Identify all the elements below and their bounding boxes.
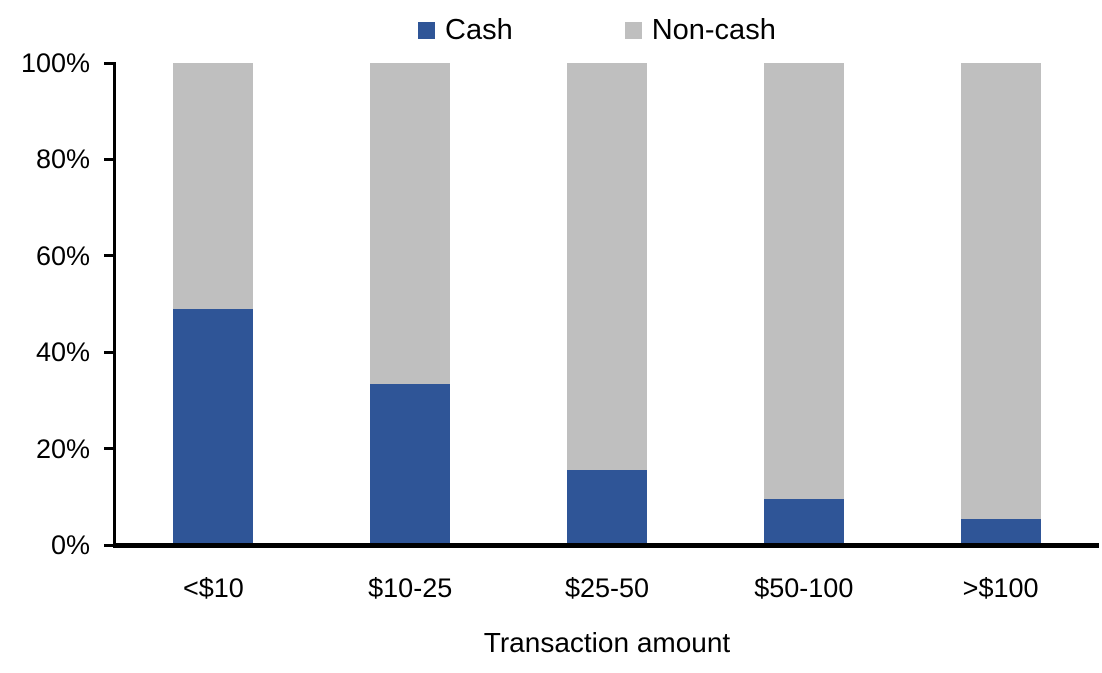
y-axis-tick xyxy=(104,254,115,258)
non-cash-legend-swatch-icon xyxy=(624,21,642,39)
x-axis-title: Transaction amount xyxy=(483,627,731,658)
y-axis-tick-label: 60% xyxy=(35,240,90,271)
x-axis-category-label: >$100 xyxy=(962,573,1039,603)
bar-segment-non-cash xyxy=(370,63,451,384)
y-axis-tick xyxy=(104,447,115,451)
bar-segment-cash xyxy=(763,499,844,545)
bar-group xyxy=(370,63,451,545)
bar-segment-non-cash xyxy=(567,63,647,471)
plot-area xyxy=(115,63,1099,545)
y-axis-tick xyxy=(104,543,115,547)
bar-segment-non-cash xyxy=(763,63,844,500)
legend-label-non-cash: Non-cash xyxy=(651,14,776,46)
y-axis-tick-label: 20% xyxy=(35,433,90,464)
legend-label-cash: Cash xyxy=(445,14,513,46)
legend-item-cash: Cash xyxy=(418,13,513,47)
y-axis-tick xyxy=(104,61,115,65)
x-axis-category-label: <$10 xyxy=(182,573,244,603)
y-axis-tick xyxy=(104,157,115,161)
bar-group xyxy=(173,63,254,545)
y-axis-tick-label: 40% xyxy=(35,337,90,368)
y-axis-tick-label: 80% xyxy=(35,144,90,175)
x-axis-category-label: $50-100 xyxy=(754,573,854,603)
legend: Cash Non-cash xyxy=(418,13,776,47)
bar-group xyxy=(567,63,647,545)
bar-group xyxy=(763,63,844,545)
x-axis-category-label: $10-25 xyxy=(368,573,453,603)
bar-segment-non-cash xyxy=(173,63,254,309)
x-axis-category-label: $25-50 xyxy=(564,573,650,603)
bar-group xyxy=(960,63,1041,545)
bar-segment-cash xyxy=(370,383,451,545)
bar-segment-non-cash xyxy=(960,63,1041,519)
bar-segment-cash xyxy=(960,518,1041,545)
cash-legend-swatch-icon xyxy=(418,21,435,39)
bar-segment-cash xyxy=(173,308,254,545)
x-axis-line xyxy=(113,543,1099,548)
y-axis-line xyxy=(113,62,116,546)
y-axis-tick xyxy=(104,350,115,354)
legend-item-non-cash: Non-cash xyxy=(624,13,776,47)
y-axis-tick-label: 100% xyxy=(20,48,90,78)
y-axis-tick-label: 0% xyxy=(50,530,90,560)
bar-segment-cash xyxy=(567,470,647,545)
